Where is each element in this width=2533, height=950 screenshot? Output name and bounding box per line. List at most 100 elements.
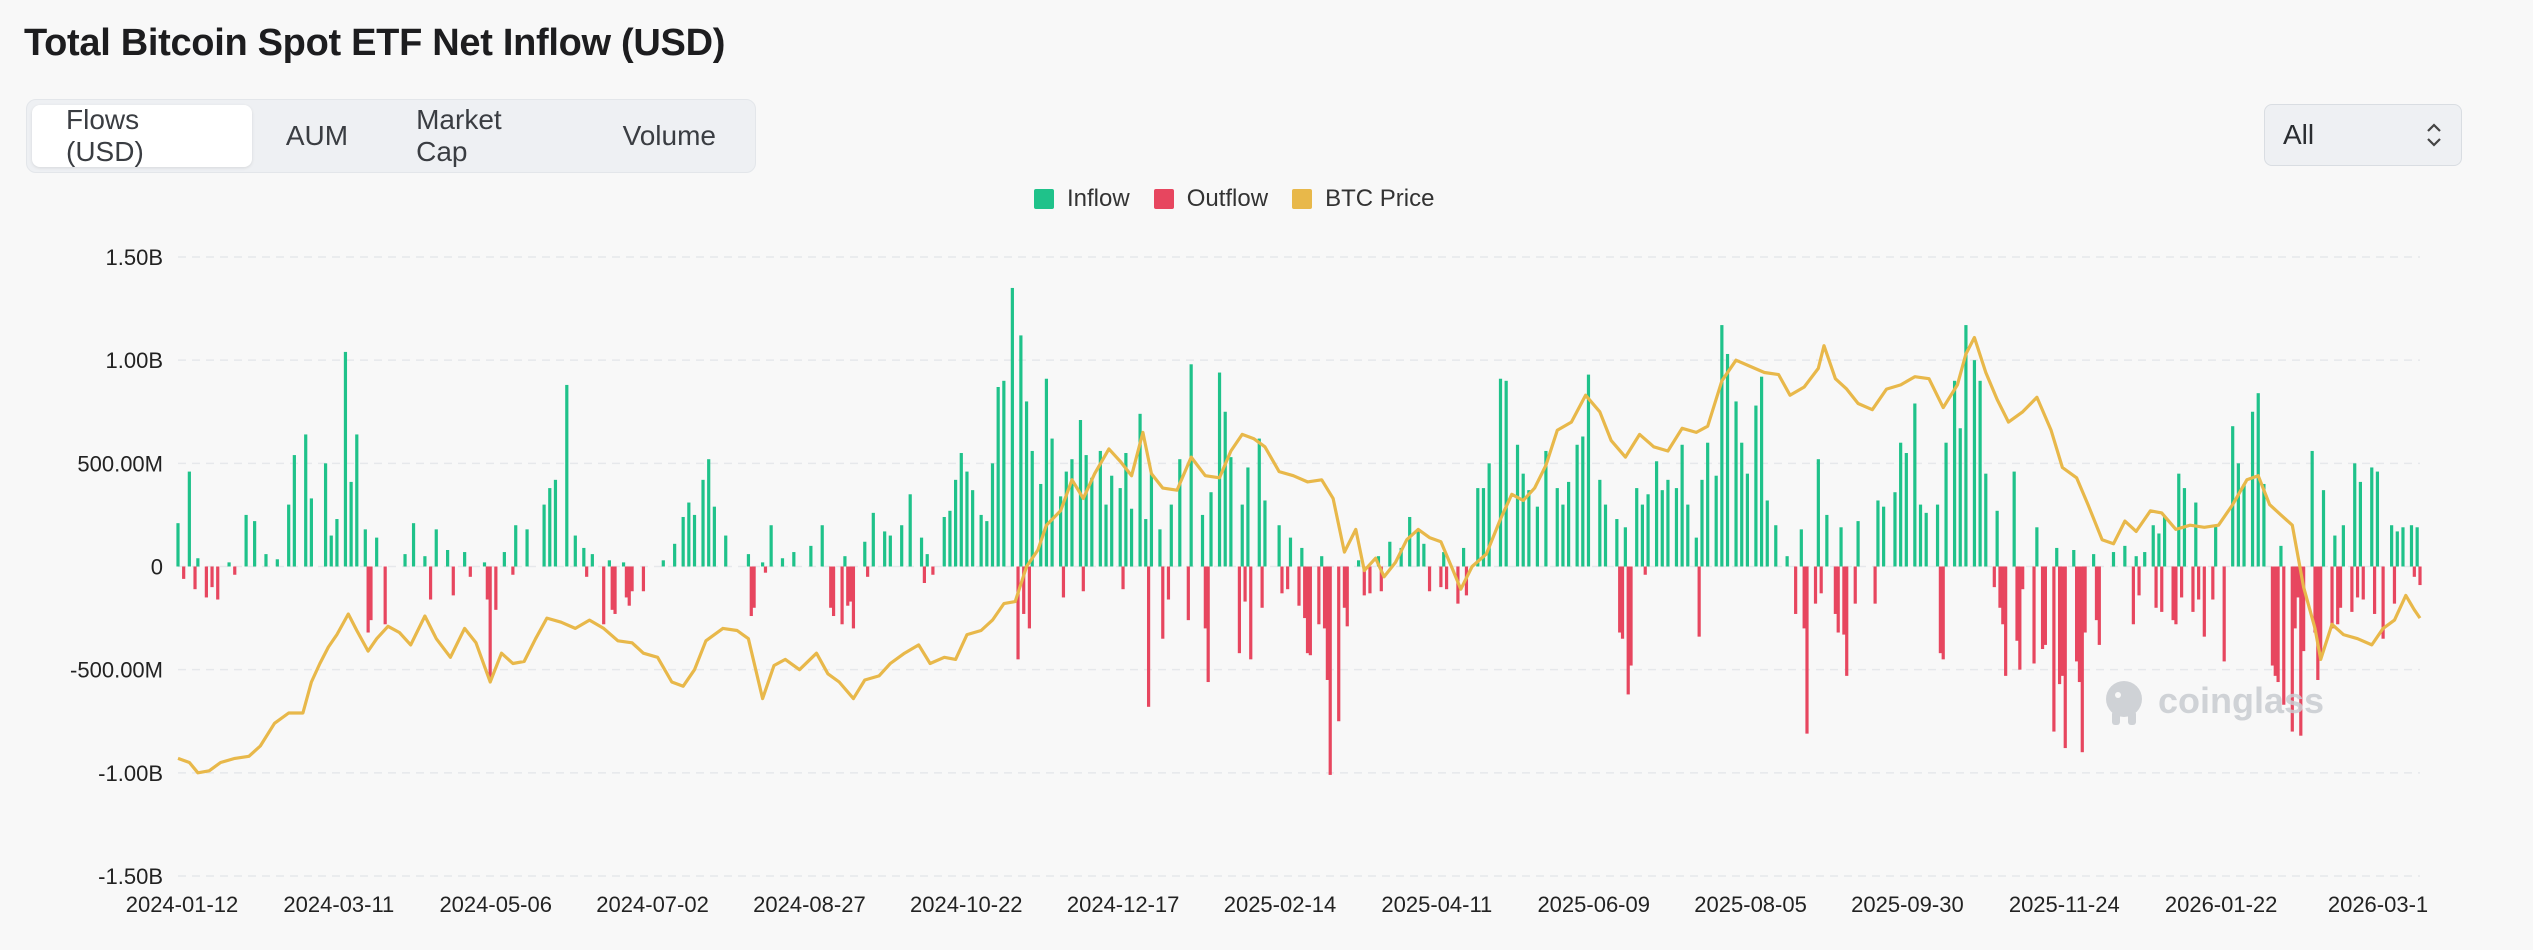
outflow-bar [851,566,856,629]
outflow-bar [2270,566,2275,666]
inflow-bar [482,562,487,567]
outflow-bar [2057,566,2062,685]
outflow-bar [1328,566,1332,775]
outflow-bar [2021,566,2025,590]
inflow-bar [582,547,586,567]
legend-item-inflow[interactable]: Inflow [1034,185,1130,213]
inflow-bar [2358,481,2363,567]
legend-item-outflow[interactable]: Outflow [1153,185,1269,213]
inflow-bar [1856,521,1860,567]
inflow-bar [264,554,268,567]
outflow-bar [829,566,833,608]
inflow-bar [1399,547,1403,567]
inflow-bar [1754,405,1758,567]
inflow-bar [1209,492,1213,567]
inflow-bar [2242,483,2246,567]
inflow-bar [687,502,691,567]
inflow-bar [1660,490,1664,567]
tab-flows-usd[interactable]: Flows (USD) [32,104,252,167]
legend-swatch-inflow [1034,189,1054,209]
inflow-bar [1019,335,1023,567]
watermark-text: coinglass [2158,680,2325,721]
inflow-bar [843,556,847,567]
inflow-bar [1217,372,1222,567]
inflow-bar [2250,411,2255,567]
inflow-bar [1700,479,1704,567]
inflow-bar [2194,502,2198,567]
outflow-bar [585,566,589,577]
inflow-bar [1200,514,1205,567]
outflow-bar [485,566,489,600]
outflow-bar [2060,566,2065,676]
outflow-bar [1643,566,1647,575]
x-tick-label: 2025-02-14 [1224,892,1337,917]
range-select[interactable]: All [2264,104,2462,166]
outflow-bar [2077,566,2082,683]
inflow-bar [2055,547,2059,567]
outflow-bar [1016,566,1020,660]
inflow-bar [1104,504,1108,567]
inflow-bar [1388,541,1392,567]
inflow-bar [1030,450,1034,567]
outflow-bar [1345,566,1349,627]
outflow-bar [2001,566,2005,625]
inflow-bar [423,556,427,567]
inflow-bar [1984,473,1988,567]
outflow-bar [1819,566,1823,594]
outflow-bar [1992,566,1996,588]
inflow-bar [2375,471,2380,567]
outflow-bar [1022,566,1026,614]
inflow-bar [2035,527,2039,567]
outflow-bar [1873,566,1877,604]
outflow-bar [1853,566,1857,604]
inflow-bar [292,455,296,567]
inflow-bar [1561,504,1565,567]
inflow-bar [959,453,963,567]
outflow-bar [831,566,836,617]
inflow-bar [2353,463,2357,567]
legend-label-outflow: Outflow [1186,185,1269,212]
x-tick-label: 2026-03-1 [2328,892,2428,917]
outflow-bar [428,566,433,600]
outflow-bar [1260,566,1264,608]
inflow-bar [948,510,952,567]
inflow-bar [990,463,995,567]
inflow-bar [1050,438,1054,567]
outflow-bar [1237,566,1242,654]
inflow-bar [2390,525,2394,567]
outflow-bar [1941,566,1945,660]
inflow-bar [1124,453,1128,567]
outflow-bar [2338,566,2343,608]
tab-market-cap[interactable]: Market Cap [416,104,502,167]
inflow-bar [2231,426,2235,567]
inflow-bar [2012,471,2016,567]
inflow-bar [548,488,552,567]
outflow-bar [1322,566,1327,629]
x-tick-label: 2025-06-09 [1537,892,1650,917]
outflow-bar [2043,566,2047,645]
inflow-bar [1416,529,1420,567]
tab-volume[interactable]: Volume [622,120,716,151]
outflow-bar [1938,566,1942,654]
legend-item-btc-price[interactable]: BTC Price [1292,185,1434,213]
inflow-bar [1129,508,1134,567]
inflow-bar [607,560,611,567]
outflow-bar [1998,566,2002,608]
inflow-bar [1118,488,1122,567]
outflow-bar [1146,566,1151,707]
inflow-bar [925,554,929,567]
tab-aum[interactable]: AUM [285,120,349,151]
outflow-bar [1620,566,1625,639]
outflow-bar [2412,566,2416,577]
x-tick-label: 2025-04-11 [1381,892,1492,917]
inflow-bar [1498,378,1503,567]
x-tick-label: 2024-05-06 [439,892,552,917]
outflow-bar [1629,566,1633,666]
outflow-bar [2290,566,2294,732]
inflow-bar [1084,455,1088,567]
outflow-bar [931,566,935,575]
outflow-bar [749,566,753,617]
inflow-bar [244,514,248,567]
inflow-bar [1978,380,1982,567]
outflow-bar [1813,566,1818,604]
